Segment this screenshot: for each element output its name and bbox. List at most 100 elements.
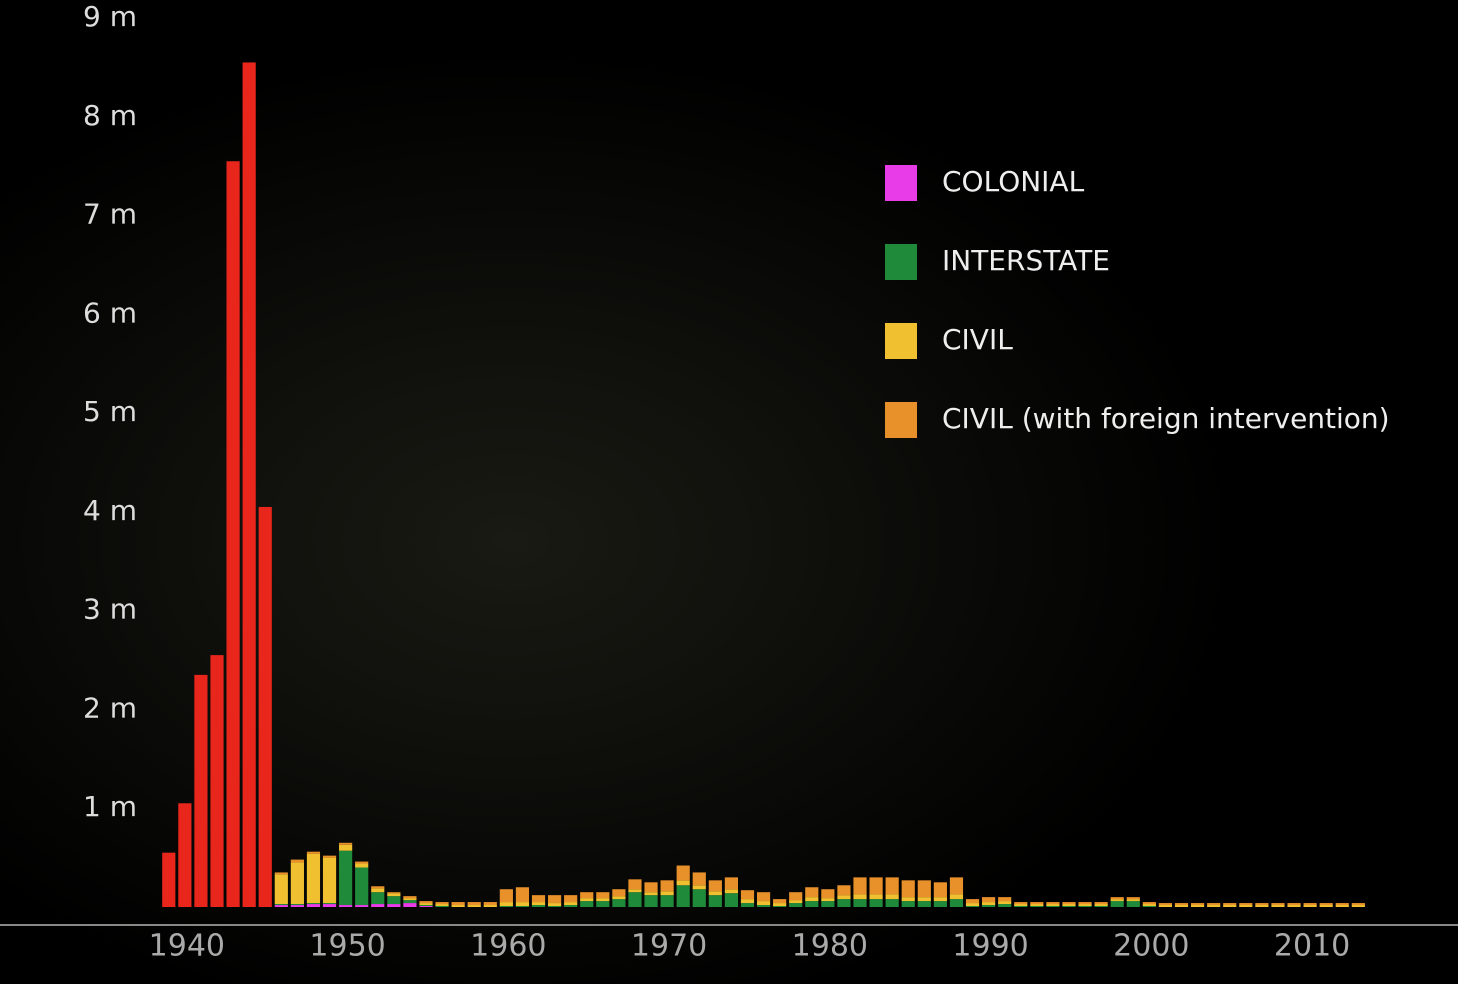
bar-segment [515,887,530,903]
bar-segment [901,897,915,902]
bar-segment [531,902,546,906]
y-tick-label: 1 m [83,790,137,823]
y-tick-label: 6 m [83,296,137,329]
bar-segment [1223,903,1237,906]
legend-swatch [885,244,917,280]
bar-segment [708,891,722,896]
bar-segment [998,904,1012,907]
bar-segment [306,853,321,904]
bar-segment [306,904,321,907]
bar-segment [789,900,803,904]
bar-segment [403,900,417,904]
bar-segment [1014,902,1028,905]
bar-segment [339,905,353,907]
bar-segment [1287,905,1301,907]
bar-segment [564,905,578,907]
bar-segment [339,844,353,851]
bar-segment [194,674,208,907]
bar-segment [1142,906,1156,907]
bar-segment [612,889,626,897]
bar-segment [724,893,739,907]
bar-segment [773,899,787,904]
bar-segment [1094,906,1108,907]
bar-segment [789,892,803,901]
bar-segment [515,906,530,907]
bar-segment [853,899,867,907]
bar-segment [274,905,288,907]
bar-segment [1239,905,1253,907]
bar-segment [403,898,417,901]
bar-segment [1030,906,1044,907]
bar-segment [692,872,706,886]
bar-segment [982,905,996,907]
bar-segment [1174,903,1189,906]
bar-segment [1062,902,1076,905]
legend-swatch [885,165,917,201]
bar-segment [949,877,964,895]
bar-segment [1142,904,1156,907]
bar-segment [387,896,401,905]
bar-segment [660,891,674,896]
bar-segment [885,877,899,895]
bar-segment [628,892,642,907]
bar-segment [178,803,192,907]
bar-segment [547,895,562,904]
bar-segment [290,905,304,907]
bar-segment [419,903,433,906]
x-tick-label: 1990 [952,929,1028,964]
bar-segment [547,906,562,907]
bar-segment [853,894,867,900]
bar-segment [403,903,417,907]
bar-segment [869,877,883,895]
legend-label: CIVIL [942,323,1013,356]
bar-segment [1239,903,1253,906]
bar-segment [1046,902,1060,905]
bar-segment [724,889,739,894]
bar-segment [1255,903,1269,906]
bar-segment [901,880,915,898]
x-tick-label: 1980 [792,929,868,964]
bar-segment [805,897,819,902]
bar-segment [1319,905,1333,907]
y-tick-label: 4 m [83,494,137,527]
bar-segment [885,899,899,907]
bar-segment [322,903,337,905]
bar-segment [531,905,546,907]
bar-segment [1190,905,1205,907]
bar-segment [451,902,465,906]
bar-segment [837,899,851,907]
bar-segment [612,899,626,907]
bar-segment [371,888,385,893]
bar-segment [1158,905,1173,907]
bar-segment [837,885,851,896]
bar-segment [1271,905,1285,907]
bar-segment [355,867,369,906]
bar-segment [724,877,739,890]
bar-segment [805,901,819,907]
bar-segment [756,905,771,907]
x-tick-label: 1950 [309,929,385,964]
bar-segment [933,882,947,898]
bar-segment [1062,904,1076,907]
bar-segment [339,842,353,845]
bar-segment [1255,905,1269,907]
bar-segment [499,902,513,907]
y-tick-label: 7 m [83,198,137,231]
x-tick-label: 1960 [470,929,546,964]
bar-segment [226,161,240,907]
bar-segment [435,902,449,905]
bar-segment [982,897,996,903]
bar-segment [1207,905,1221,907]
y-tick-label: 2 m [83,691,137,724]
bar-segment [692,889,706,907]
bar-segment [628,889,642,893]
bar-segment [644,892,658,896]
bar-segment [499,906,513,907]
bar-segment [917,901,931,907]
bar-segment [1207,903,1221,906]
bar-segment [1030,902,1044,905]
bar-segment [242,62,256,907]
bar-segment [355,861,369,864]
bar-segment [901,901,915,907]
legend-label: CIVIL (with foreign intervention) [942,402,1390,435]
